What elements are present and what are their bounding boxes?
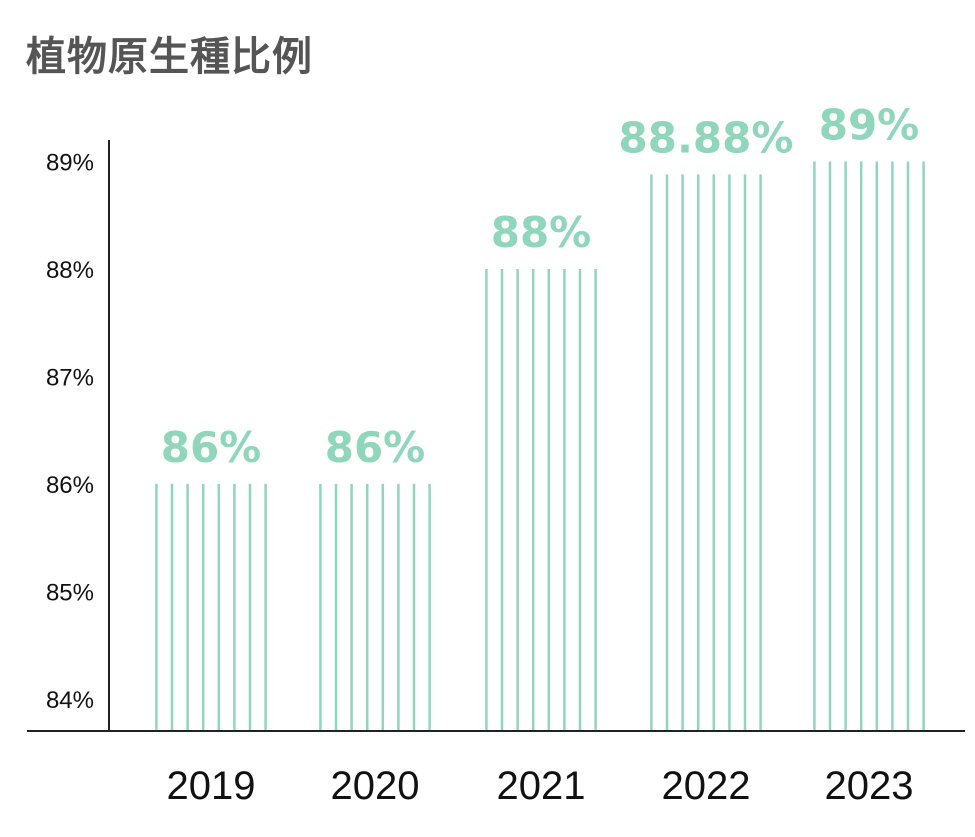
x-axis-ticks: 2019 2020 2021 2022 2023: [167, 764, 914, 808]
y-tick-label: 88%: [46, 257, 94, 284]
bar-2021: [485, 268, 597, 731]
chart-title: 植物原生種比例: [26, 34, 313, 80]
bar-2020: [319, 483, 431, 731]
bar-2023: [813, 161, 925, 731]
data-label: 86%: [161, 423, 262, 472]
y-tick-label: 87%: [46, 364, 94, 391]
data-label: 88.88%: [619, 113, 794, 162]
y-tick-label: 89%: [46, 149, 94, 176]
x-tick-label: 2023: [825, 764, 914, 808]
x-tick-label: 2020: [331, 764, 420, 808]
y-tick-label: 86%: [46, 472, 94, 499]
data-label: 86%: [325, 423, 426, 472]
bar-2019: [155, 483, 267, 731]
x-tick-label: 2021: [497, 764, 586, 808]
x-tick-label: 2019: [167, 764, 256, 808]
data-labels: 86% 86% 88% 88.88% 89%: [161, 100, 920, 471]
bars: [155, 161, 925, 731]
y-tick-label: 84%: [46, 687, 94, 714]
y-axis-ticks: 84% 85% 86% 87% 88% 89%: [46, 149, 94, 713]
data-label: 89%: [819, 100, 920, 149]
y-tick-label: 85%: [46, 579, 94, 606]
x-tick-label: 2022: [662, 764, 751, 808]
bar-2022: [650, 174, 762, 731]
data-label: 88%: [491, 208, 592, 257]
